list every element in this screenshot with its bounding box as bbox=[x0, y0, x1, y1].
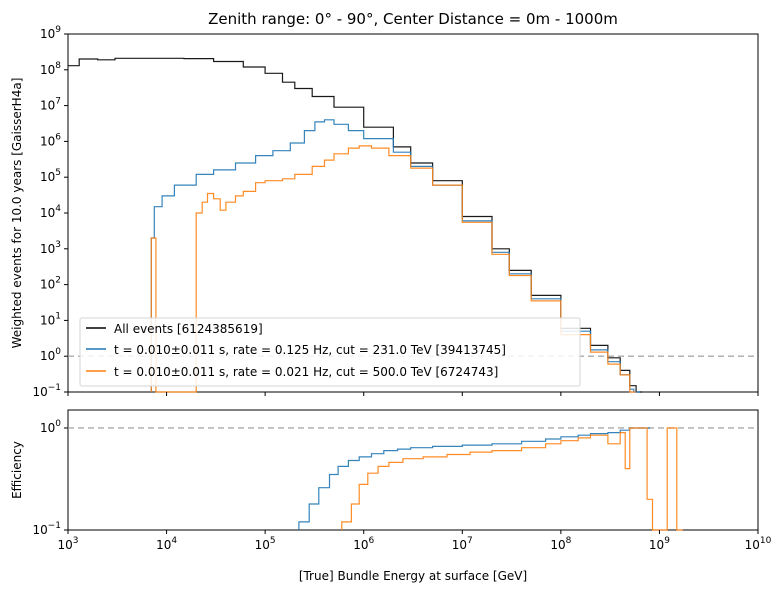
bottom-series-line-1 bbox=[341, 427, 683, 531]
x-tick-label: 1010 bbox=[745, 536, 772, 552]
bottom-series-group bbox=[298, 427, 683, 531]
top-y-ticks: 10−1 100 101 102 103 104 105 106 107 108 109 bbox=[32, 25, 68, 399]
bottom-y-tick-label: 100 bbox=[40, 419, 61, 435]
x-axis-label: [True] Bundle Energy at surface [GeV] bbox=[299, 569, 527, 583]
bottom-axes: 10−1 100 Efficiency bbox=[10, 409, 759, 537]
top-y-tick-label: 100 bbox=[40, 347, 61, 363]
top-y-tick-label: 108 bbox=[40, 61, 61, 77]
top-y-tick-label: 102 bbox=[40, 276, 61, 292]
top-y-tick-label: 105 bbox=[40, 168, 61, 184]
top-y-tick-label: 106 bbox=[40, 132, 61, 148]
x-tick-label: 104 bbox=[156, 536, 177, 552]
bottom-y-axis-label: Efficiency bbox=[10, 441, 24, 499]
legend-label-orange: t = 0.010±0.011 s, rate = 0.021 Hz, cut … bbox=[114, 365, 498, 379]
legend-label-all-events: All events [6124385619] bbox=[114, 322, 263, 336]
top-y-tick-label: 104 bbox=[40, 204, 61, 220]
x-tick-label: 106 bbox=[353, 536, 374, 552]
bottom-y-ticks: 10−1 100 bbox=[32, 419, 68, 537]
bottom-y-tick-label: 10−1 bbox=[32, 521, 61, 537]
top-y-tick-label: 10−1 bbox=[32, 383, 61, 399]
x-axis-ticks: 103 104 105 106 107 108 109 1010 bbox=[57, 392, 772, 552]
x-tick-label: 107 bbox=[452, 536, 473, 552]
x-tick-label: 108 bbox=[550, 536, 571, 552]
x-tick-label: 103 bbox=[57, 536, 78, 552]
legend-label-blue: t = 0.010±0.011 s, rate = 0.125 Hz, cut … bbox=[114, 343, 506, 357]
top-y-tick-label: 101 bbox=[40, 311, 61, 327]
legend: All events [6124385619] t = 0.010±0.011 … bbox=[79, 317, 581, 387]
x-tick-label: 105 bbox=[255, 536, 276, 552]
top-y-tick-label: 107 bbox=[40, 97, 61, 113]
top-series-group bbox=[68, 57, 643, 393]
top-y-axis-label: Weighted events for 10.0 years [GaisserH… bbox=[10, 78, 24, 349]
bottom-plot-frame bbox=[67, 409, 759, 531]
top-series-line-2 bbox=[150, 145, 636, 393]
legend-box bbox=[79, 317, 581, 387]
top-y-tick-label: 103 bbox=[40, 240, 61, 256]
chart-title: Zenith range: 0° - 90°, Center Distance … bbox=[208, 10, 618, 28]
bottom-series-line-0 bbox=[298, 427, 651, 530]
top-series-line-0 bbox=[68, 57, 643, 393]
x-tick-label: 109 bbox=[649, 536, 670, 552]
top-y-tick-label: 109 bbox=[40, 25, 61, 41]
